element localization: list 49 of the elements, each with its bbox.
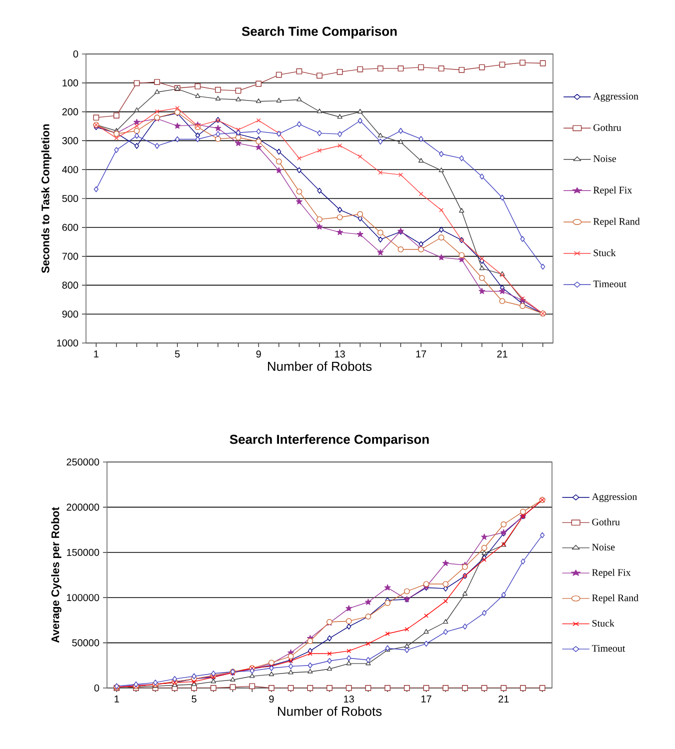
y-tick-label: 200000: [66, 504, 100, 511]
x-tick-label: 13: [344, 696, 354, 703]
x-tick-label: 17: [416, 350, 426, 358]
y-tick-label: 300: [62, 137, 78, 144]
x-tick-label: 5: [192, 696, 196, 702]
x-tick-label: 13: [335, 350, 345, 358]
y-tick-label: 0: [94, 684, 100, 692]
y-axis-title: Seconds to Task Completion: [41, 124, 52, 273]
legend-label: Repel Fix: [592, 568, 631, 578]
y-tick-label: 150000: [67, 548, 100, 556]
legend-label: Timeout: [592, 645, 626, 652]
legend-label: Gothru: [592, 518, 620, 526]
chart-title: Search Time Comparison: [242, 26, 397, 38]
x-tick-label: 1: [94, 350, 98, 358]
y-tick-label: 50000: [72, 639, 100, 646]
legend-label: Noise: [593, 155, 616, 162]
y-tick-label: 200: [62, 108, 78, 116]
x-tick-label: 21: [497, 350, 508, 358]
legend-label: Timeout: [593, 280, 626, 288]
legend-label: Aggression: [592, 493, 637, 502]
x-axis-title: Number of Robots: [278, 706, 382, 716]
x-tick-label: 9: [269, 696, 274, 703]
x-tick-label: 9: [256, 350, 261, 358]
legend-label: Stuck: [594, 249, 616, 256]
legend-label: Repel Rand: [592, 594, 638, 604]
y-axis-title: Average Cycles per Robot: [51, 507, 62, 643]
y-tick-label: 400: [62, 166, 78, 174]
x-tick-label: 5: [175, 350, 180, 358]
y-tick-label: 0: [73, 50, 78, 58]
y-tick-label: 250000: [66, 458, 100, 466]
x-tick-label: 1: [114, 696, 119, 702]
legend-label: Aggression: [593, 92, 638, 102]
y-tick-label: 100000: [67, 594, 100, 602]
y-tick-label: 900: [62, 310, 78, 318]
y-tick-label: 1000: [57, 339, 78, 347]
legend-label: Stuck: [592, 620, 614, 627]
chart-title: Search Interference Comparison: [230, 434, 429, 446]
x-tick-label: 17: [421, 696, 432, 702]
y-tick-label: 100: [62, 79, 78, 86]
legend-label: Repel Rand: [593, 218, 640, 227]
x-axis-title: Number of Robots: [268, 361, 372, 371]
legend-label: Repel Fix: [593, 186, 632, 196]
x-tick-label: 21: [498, 696, 509, 702]
legend-label: Gothru: [594, 124, 622, 131]
y-tick-label: 700: [62, 252, 78, 260]
y-tick-label: 500: [62, 194, 78, 202]
y-tick-label: 800: [62, 282, 78, 289]
legend-label: Noise: [592, 544, 615, 550]
y-tick-label: 600: [62, 224, 78, 231]
